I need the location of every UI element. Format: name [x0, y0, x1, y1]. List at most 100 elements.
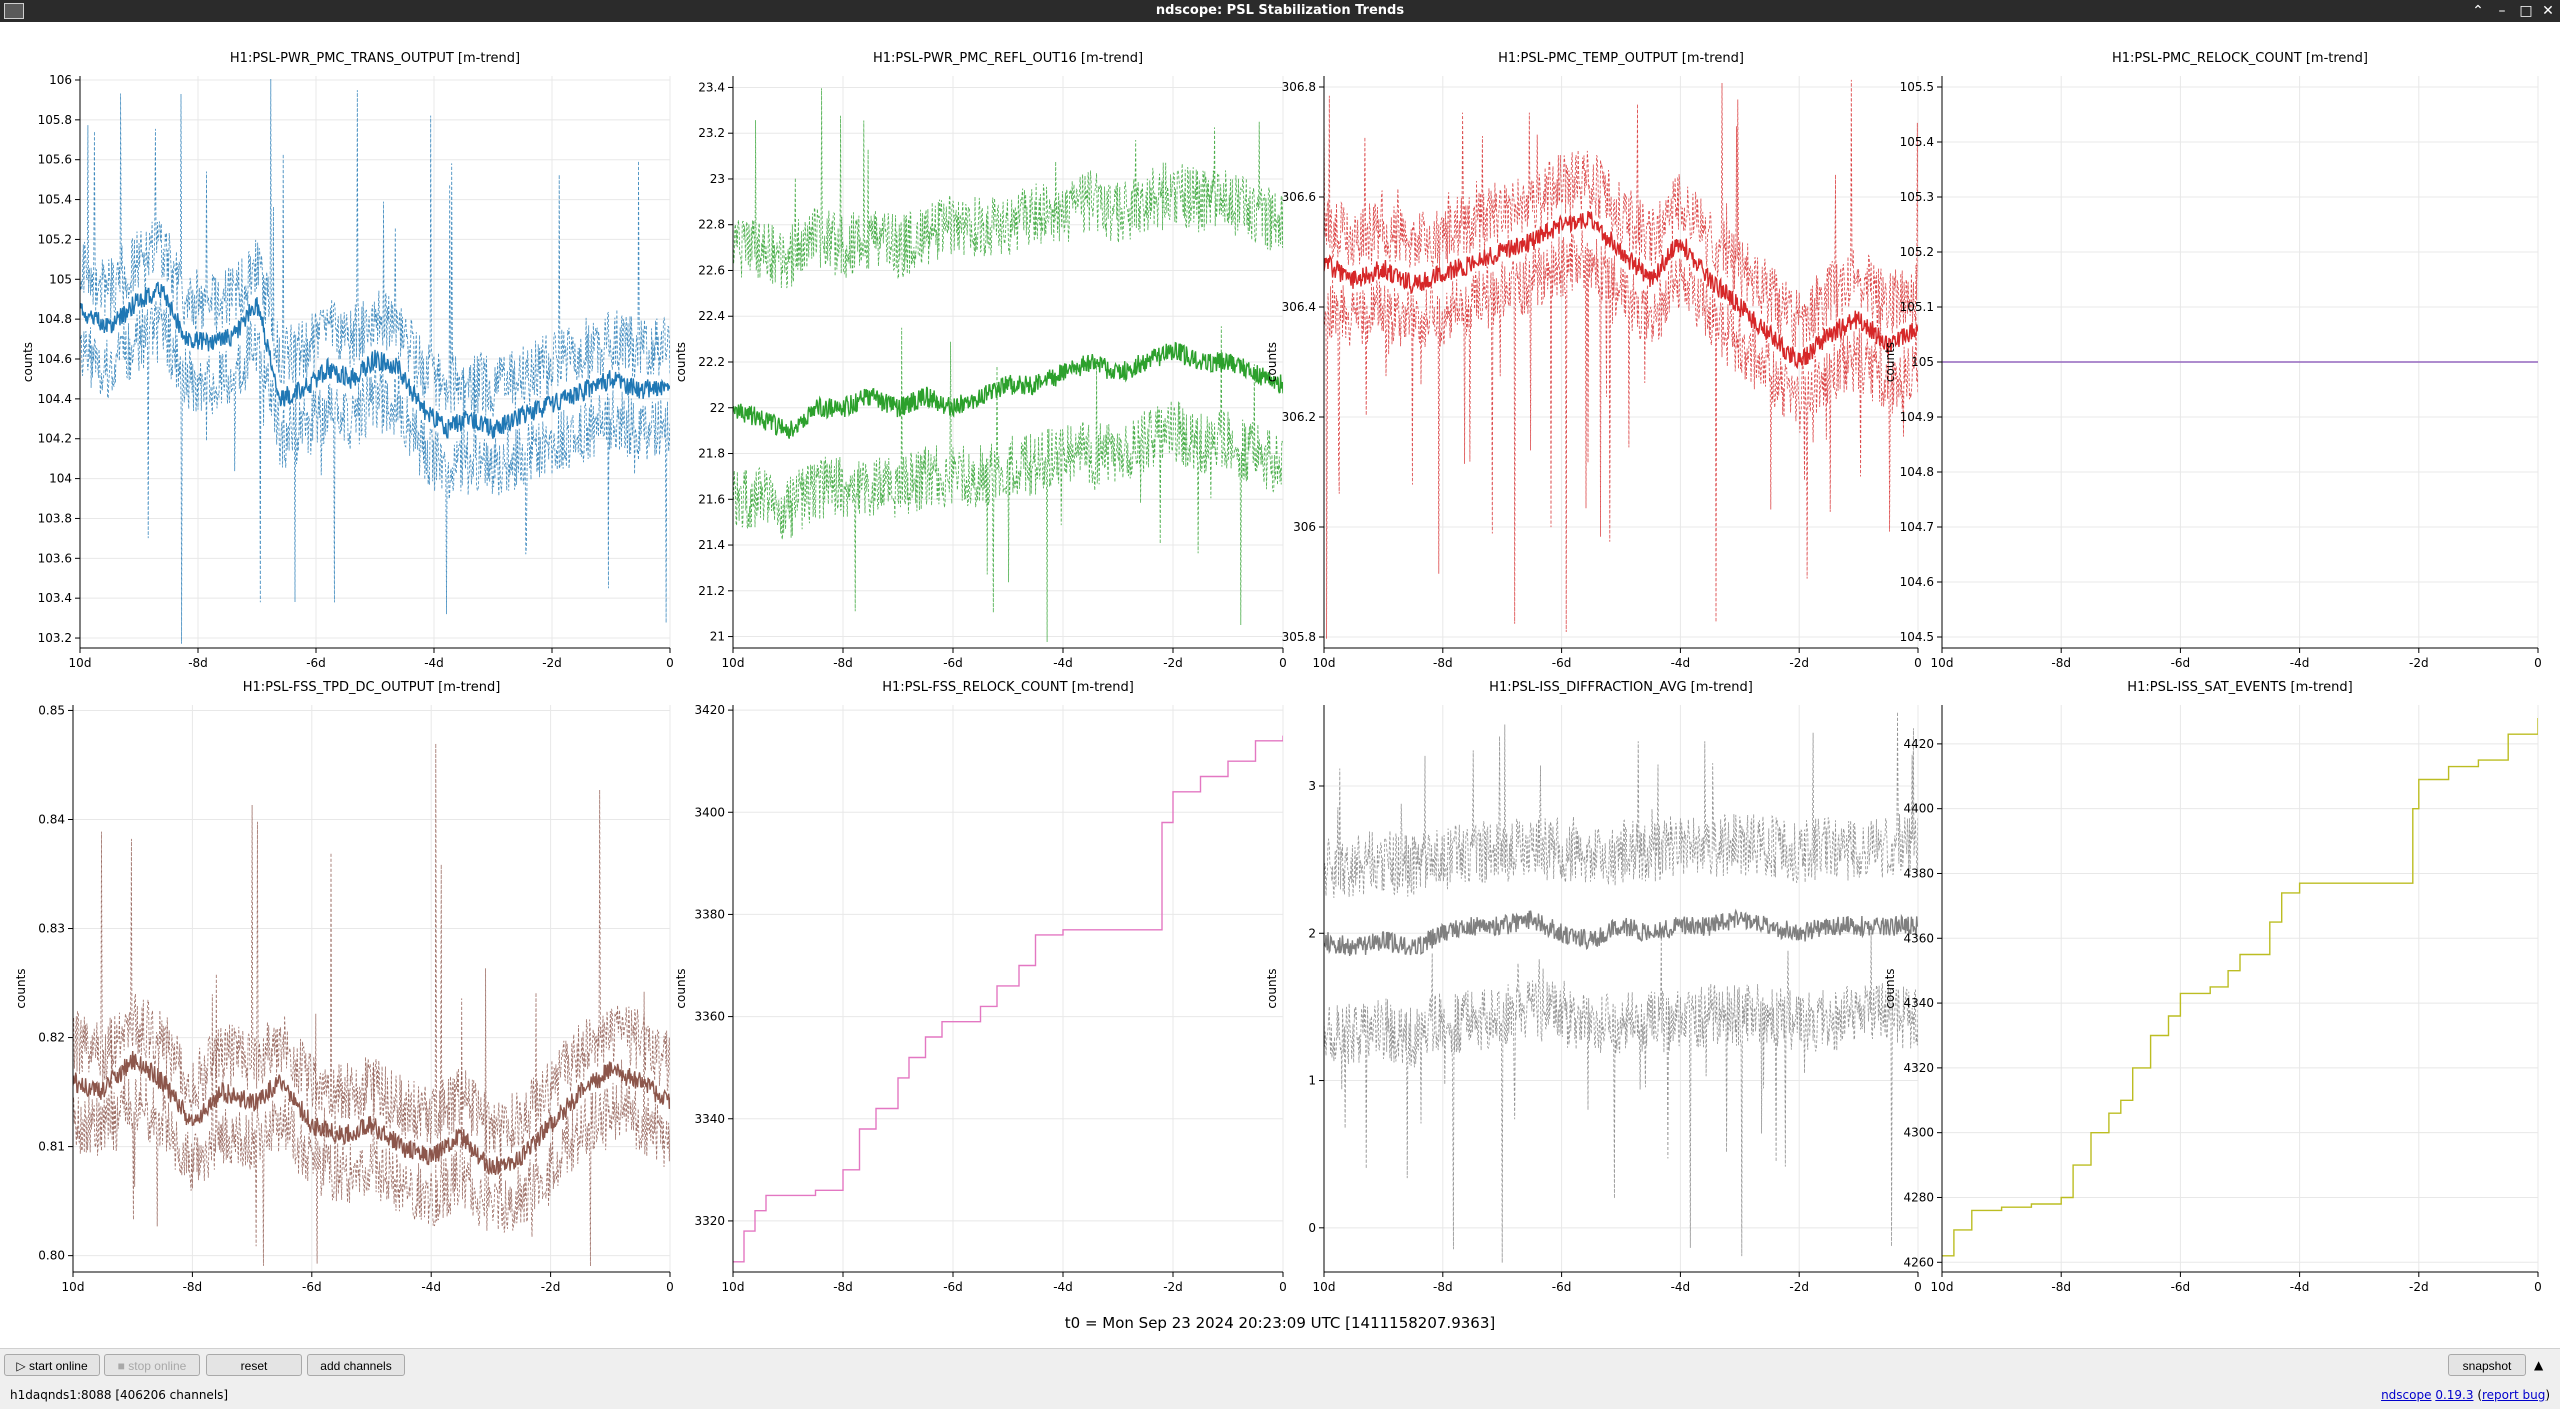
y-tick-label: 104.8 [1900, 465, 1934, 479]
series-line [733, 735, 1283, 1263]
y-tick-label: 105.2 [1900, 245, 1934, 259]
series-group [733, 735, 1283, 1263]
series-min-envelope [1324, 230, 1918, 639]
plot-title: H1:PSL-PWR_PMC_REFL_OUT16 [m-trend] [873, 51, 1143, 66]
y-tick-label: 0.82 [38, 1031, 65, 1045]
x-tick-label: -6d [1552, 1280, 1572, 1294]
y-tick-label: 4260 [1903, 1255, 1934, 1269]
y-axis-label: counts [1265, 342, 1279, 382]
x-tick-label: -6d [2171, 656, 2191, 670]
y-axis-label: counts [14, 968, 28, 1008]
maximize-icon[interactable]: □ [2519, 3, 2533, 19]
y-tick-label: 3320 [694, 1214, 725, 1228]
series-max-envelope [73, 743, 670, 1156]
series-line [1942, 718, 2538, 1257]
add-channels-button[interactable]: add channels [307, 1354, 405, 1376]
y-tick-label: 106 [49, 73, 72, 87]
y-tick-label: 4280 [1903, 1190, 1934, 1204]
window-title: ndscope: PSL Stabilization Trends [1155, 3, 1405, 18]
y-tick-label: 0.81 [38, 1140, 65, 1154]
stop-online-button[interactable]: ■ stop online [104, 1354, 200, 1376]
x-tick-label: -4d [2290, 1280, 2310, 1294]
plot-title: H1:PSL-PMC_TEMP_OUTPUT [m-trend] [1498, 51, 1744, 66]
y-tick-label: 105.8 [38, 113, 72, 127]
y-tick-label: 0.83 [38, 922, 65, 936]
version-link[interactable]: 0.19.3 [2435, 1388, 2474, 1402]
y-tick-label: 104.6 [38, 352, 72, 366]
report-bug-link[interactable]: report bug [2482, 1388, 2546, 1402]
x-tick-label: -8d [2051, 656, 2071, 670]
x-tick-label: 0 [1914, 1280, 1922, 1294]
x-tick-label: 10d [1313, 656, 1336, 670]
x-tick-label: -4d [1671, 656, 1691, 670]
y-tick-label: 3380 [694, 907, 725, 921]
chevron-up-icon[interactable]: ⌃ [2472, 3, 2484, 19]
x-tick-label: -2d [1789, 1280, 1809, 1294]
y-tick-label: 103.2 [38, 631, 72, 645]
series-min-envelope [73, 968, 670, 1267]
y-tick-label: 104.7 [1900, 520, 1934, 534]
ndscope-link[interactable]: ndscope [2381, 1388, 2432, 1402]
x-tick-label: -6d [943, 656, 963, 670]
series-max-envelope [733, 88, 1283, 289]
plot-title: H1:PSL-ISS_SAT_EVENTS [m-trend] [2127, 680, 2352, 695]
x-tick-label: -2d [2409, 1280, 2429, 1294]
y-tick-label: 21 [710, 630, 725, 644]
y-tick-label: 22.4 [698, 309, 725, 323]
y-tick-label: 104.9 [1900, 410, 1934, 424]
y-tick-label: 104.2 [38, 432, 72, 446]
plot-panel-7: H1:PSL-ISS_DIFFRACTION_AVG [m-trend]3210… [1265, 680, 1922, 1294]
start-online-label: start online [28, 1359, 88, 1373]
y-tick-label: 104.6 [1900, 575, 1934, 589]
y-tick-label: 104.8 [38, 312, 72, 326]
status-bar: h1daqnds1:8088 [406206 channels] ndscope… [0, 1382, 2560, 1409]
y-tick-label: 22.2 [698, 355, 725, 369]
y-tick-label: 4420 [1903, 737, 1934, 751]
y-tick-label: 4320 [1903, 1061, 1934, 1075]
x-tick-label: -4d [1671, 1280, 1691, 1294]
series-mean-line [733, 341, 1283, 439]
series-min-envelope [1324, 932, 1918, 1263]
plot-panel-2: H1:PSL-PWR_PMC_REFL_OUT16 [m-trend] 23.4 2… [674, 51, 1287, 670]
close-icon[interactable]: ✕ [2542, 3, 2554, 19]
series-mean-line [73, 1050, 670, 1176]
y-tick-label: 22.6 [698, 263, 725, 277]
x-tick-label: -6d [306, 656, 326, 670]
y-tick-label: 3400 [694, 805, 725, 819]
snapshot-button[interactable]: snapshot [2448, 1354, 2526, 1376]
x-tick-label: 0 [1279, 656, 1287, 670]
y-tick-label: 105 [1911, 355, 1934, 369]
y-tick-label: 0.85 [38, 703, 65, 717]
y-tick-label: 105.1 [1900, 300, 1934, 314]
x-tick-label: -4d [424, 656, 444, 670]
y-tick-label: 104 [49, 472, 72, 486]
x-tick-label: -6d [2171, 1280, 2191, 1294]
y-tick-label: 105 [49, 272, 72, 286]
window-title-bar: ndscope: PSL Stabilization Trends ⌃ – □ … [0, 0, 2560, 22]
collapse-icon[interactable]: ▲ [2534, 1358, 2544, 1372]
x-tick-label: -6d [943, 1280, 963, 1294]
reset-button[interactable]: reset [206, 1354, 302, 1376]
x-tick-label: 0 [1279, 1280, 1287, 1294]
x-tick-label: -6d [302, 1280, 322, 1294]
y-tick-label: 0 [1308, 1221, 1316, 1235]
plot-title: H1:PSL-FSS_RELOCK_COUNT [m-trend] [882, 680, 1134, 695]
y-tick-label: 3340 [694, 1112, 725, 1126]
y-tick-label: 21.4 [698, 538, 725, 552]
stop-icon: ■ [117, 1359, 125, 1373]
x-tick-label: -8d [183, 1280, 203, 1294]
x-tick-label: -4d [1053, 1280, 1073, 1294]
x-tick-label: -2d [1163, 1280, 1183, 1294]
app-icon [4, 3, 24, 19]
minimize-icon[interactable]: – [2498, 3, 2506, 19]
play-icon: ▷ [16, 1359, 26, 1373]
y-tick-label: 3360 [694, 1010, 725, 1024]
y-tick-label: 105.5 [1900, 80, 1934, 94]
y-tick-label: 22 [710, 401, 725, 415]
series-group [73, 743, 670, 1267]
x-tick-label: -2d [1163, 656, 1183, 670]
plot-grid[interactable]: H1:PSL-PWR_PMC_TRANS_OUTPUT [m-trend] 106… [0, 22, 2560, 1312]
y-axis-label: counts [21, 342, 35, 382]
start-online-button[interactable]: ▷ start online [4, 1354, 100, 1376]
y-tick-label: 105.4 [38, 193, 72, 207]
